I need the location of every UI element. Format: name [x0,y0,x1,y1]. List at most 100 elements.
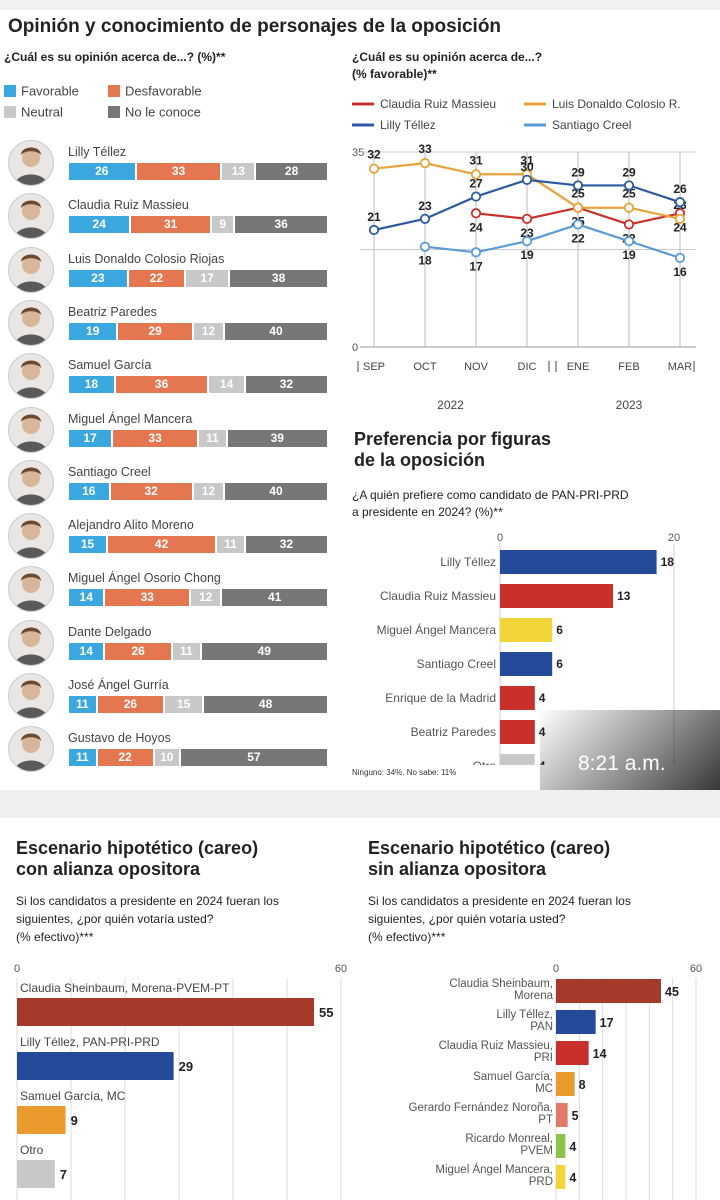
stacked-bar: 17 33 11 39 [69,429,329,447]
category-label: PRD [529,1176,553,1188]
legend-item-desfavorable: Desfavorable [108,82,202,100]
value-label: 5 [572,1109,579,1123]
data-label: 24 [673,220,687,234]
with-alliance-question-line3: (% efectivo)*** [16,930,94,944]
avatar [8,513,54,560]
bar-segment-no-le-conoce: 28 [256,163,327,180]
person-row-beatriz-paredes: Beatriz Paredes 19 29 12 40 [0,295,345,348]
bar-segment-favorable: 26 [69,163,135,180]
data-point [368,163,380,174]
line-chart: Claudia Ruiz Massieu Luis Donaldo Colosio… [352,97,696,412]
bar-segment-desfavorable: 33 [113,429,197,447]
stacked-bar: 14 33 12 41 [69,589,329,607]
stacked-bar: 18 36 14 32 [69,376,329,394]
bar-segment-neutral: 11 [198,429,226,447]
bar-segment-favorable: 11 [69,749,96,767]
top-strip [0,0,720,10]
preference-footnote: Ninguno: 34%. No sabe: 11% [352,768,457,777]
bar-segment-neutral: 12 [193,482,223,500]
stacked-bar: 14 26 11 49 [69,642,329,660]
person-row-claudia-ruiz-massieu: Claudia Ruiz Massieu 24 31 9 36 [0,188,345,241]
bar-segment-favorable: 18 [69,376,114,394]
bar-segment-no-le-conoce: 40 [224,322,327,340]
bar-segment-desfavorable: 26 [97,696,164,713]
avatar [8,459,54,506]
portrait-icon [14,200,48,239]
stacked-bar: 15 42 11 32 [69,536,329,554]
bar-segment-desfavorable: 22 [97,749,153,767]
y-tick-label: 35 [352,147,364,159]
legend-label: Santiago Creel [552,118,631,132]
x-tick-label: 20 [668,532,680,544]
bar [17,1052,174,1080]
category-label: Gerardo Fernández Noroña, [409,1102,553,1114]
data-point [521,213,533,224]
person-row-samuel-garcia: Samuel García 18 36 14 32 [0,348,345,401]
x-tick-label: SEP [363,361,385,373]
with-alliance-question-line1: Si los candidatos a presidente en 2024 f… [16,894,279,908]
bar [500,686,535,710]
portrait-icon [14,254,48,292]
x-tick-label: ENE [567,361,590,373]
data-point [572,180,584,191]
data-point [623,236,635,247]
person-name: Santiago Creel [68,464,151,479]
bar-segment-favorable: 16 [69,482,109,500]
legend-swatch [4,105,16,118]
person-name: Alejandro Alito Moreno [68,518,194,533]
year-bracket [555,361,695,372]
category-label: Miguel Ángel Mancera [377,622,497,637]
bar-segment-neutral: 9 [211,216,234,234]
person-name: Gustavo de Hoyos [68,731,171,746]
value-label: 13 [617,589,631,603]
bar-segment-neutral: 11 [217,536,244,554]
stacked-legend: Favorable Desfavorable Neutral No le con… [4,80,344,124]
data-label: 26 [673,182,687,196]
category-label: PVEM [520,1145,553,1157]
stacked-bar-chart: Lilly Téllez 26 33 13 28 Claudia Ruiz Massieu… [0,135,345,785]
category-label: Lilly Téllez, [496,1009,553,1021]
value-label: 17 [600,1016,614,1030]
bar [500,754,535,765]
stacked-bar: 24 31 9 36 [69,216,329,234]
y-tick-label: 0 [352,342,358,354]
avatar [8,726,54,773]
data-label: 32 [367,148,381,162]
without-alliance-title-line1: Escenario hipotético (careo) [368,838,611,858]
person-name: Dante Delgado [68,624,152,639]
category-label: Claudia Ruiz Massieu [380,589,496,603]
data-label: 17 [469,259,483,273]
data-point [419,241,431,252]
avatar [8,299,54,346]
data-label: 22 [571,231,585,245]
data-point [521,236,533,247]
category-label: MC [535,1083,553,1095]
bar [556,1165,566,1189]
person-row-alejandro-alito-moreno: Alejandro Alito Moreno 15 42 11 32 [0,508,345,561]
timestamp-overlay: 8:21 a.m. [578,752,666,775]
bar [500,652,553,676]
bar-segment-desfavorable: 31 [131,216,210,234]
bar [500,720,535,744]
portrait-icon [14,360,48,399]
x-tick-label: 60 [335,963,347,975]
bar-segment-desfavorable: 29 [118,322,192,340]
data-point [470,247,482,258]
preference-title-line1: Preferencia por figuras [354,429,552,449]
category-label: Claudia Sheinbaum, Morena-PVEM-PT [20,981,230,995]
bar-segment-favorable: 11 [69,696,96,713]
person-row-miguel-angel-osorio-chong: Miguel Ángel Osorio Chong 14 33 12 41 [0,561,345,614]
data-label: 27 [469,177,483,191]
category-label: Miguel Ángel Mancera, [435,1163,553,1176]
legend-label: Luis Donaldo Colosio R. [552,97,681,111]
avatar [8,353,54,400]
value-label: 6 [556,657,563,671]
bar-segment-favorable: 14 [69,589,104,607]
bar-segment-no-le-conoce: 38 [230,269,327,287]
category-label: Enrique de la Madrid [385,691,496,705]
x-tick-label: NOV [464,361,489,373]
category-label: Samuel García, MC [20,1089,126,1103]
preference-title-line2: de la oposición [354,450,486,470]
bar-segment-no-le-conoce: 32 [245,536,327,554]
data-label: 25 [622,187,636,201]
